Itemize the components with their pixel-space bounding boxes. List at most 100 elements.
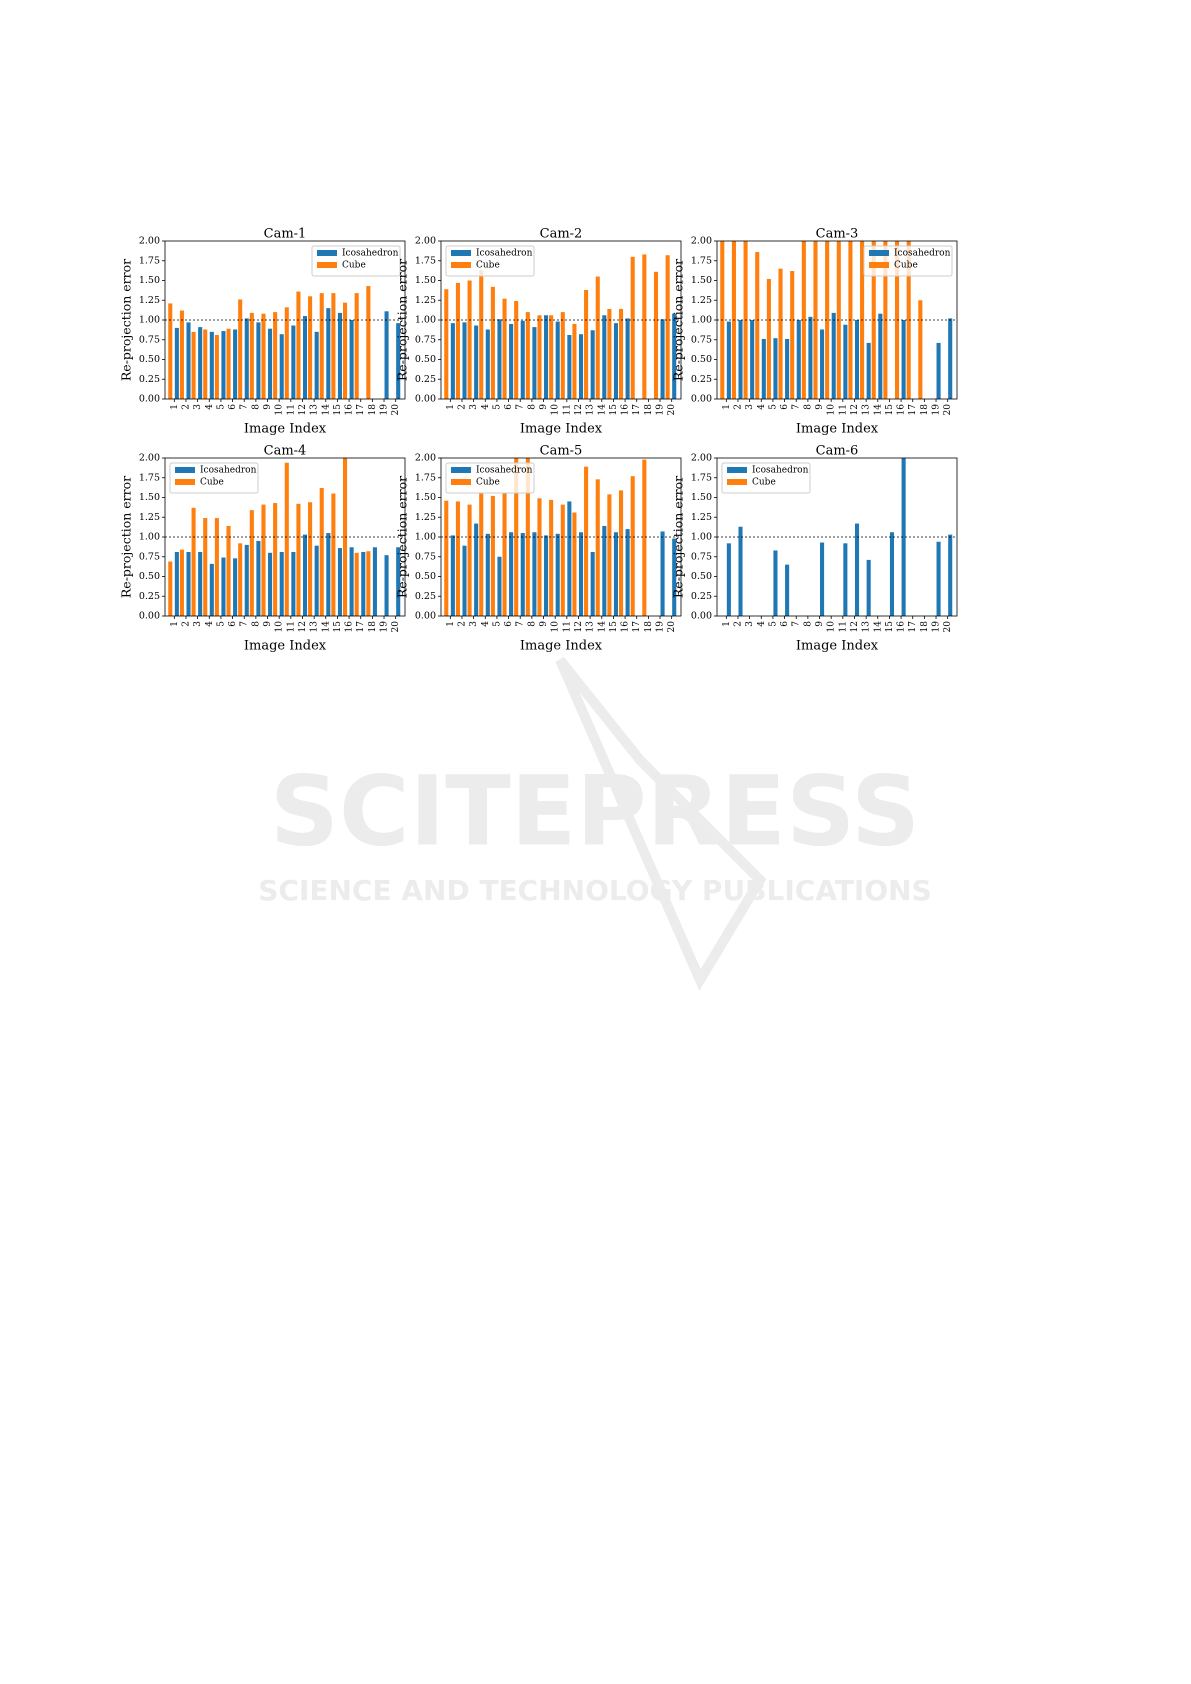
subplot: 0.000.250.500.751.001.251.501.752.001 2 3 4…: [395, 444, 682, 654]
bar: [455, 282, 460, 399]
y-tick-label: 0.75: [691, 334, 712, 345]
bar: [467, 280, 472, 399]
bar: [319, 488, 324, 616]
y-tick-label: 0.00: [139, 611, 160, 622]
x-tick-label: 18: [644, 404, 654, 416]
x-tick-label: 9: [539, 404, 549, 410]
bar: [273, 312, 278, 399]
x-tick-label: 20: [943, 404, 953, 416]
watermark-title: SCITEPRESS: [270, 755, 920, 867]
y-axis-label: Re-projection error: [119, 259, 134, 381]
bar: [672, 313, 677, 399]
x-tick-label: 5: [216, 404, 226, 410]
x-tick-label: 13: [310, 404, 320, 416]
bar: [349, 547, 354, 616]
x-tick-label: 12: [850, 621, 860, 632]
bar: [226, 525, 231, 616]
bar: [726, 321, 731, 399]
bar: [349, 320, 354, 399]
x-axis-label: Image Index: [244, 422, 327, 437]
bar: [198, 327, 203, 399]
x-tick-label: 17: [632, 404, 642, 416]
bar: [168, 303, 173, 399]
x-tick-label: 13: [862, 621, 872, 633]
bar: [474, 325, 479, 399]
legend-swatch: [869, 250, 889, 256]
y-tick-label: 1.00: [415, 315, 436, 326]
x-tick-label: 7: [516, 621, 526, 627]
bar: [514, 458, 519, 616]
x-tick-label: 6: [780, 621, 790, 627]
bar: [595, 276, 600, 399]
bar: [502, 493, 507, 616]
y-tick-label: 0.75: [139, 551, 160, 562]
x-tick-label: 8: [251, 621, 261, 627]
bar: [672, 538, 677, 616]
y-tick-label: 1.25: [691, 512, 712, 523]
legend-swatch: [451, 467, 471, 473]
x-tick-label: 18: [920, 404, 930, 416]
x-tick-label: 3: [469, 621, 479, 627]
legend-swatch: [727, 479, 747, 485]
x-tick-label: 5: [492, 621, 502, 627]
y-tick-label: 2.00: [415, 236, 436, 247]
bar: [268, 552, 273, 616]
x-tick-label: 7: [240, 621, 250, 627]
bar: [578, 532, 584, 616]
bar: [485, 533, 490, 616]
bar: [256, 540, 261, 616]
legend-label: Icosahedron: [894, 249, 951, 259]
bar: [785, 338, 790, 399]
x-tick-label: 3: [745, 621, 755, 627]
bar: [302, 534, 308, 616]
y-tick-label: 1.25: [139, 295, 160, 306]
bar: [642, 459, 647, 616]
x-tick-label: 10: [275, 621, 285, 633]
bar: [602, 315, 607, 399]
bar: [602, 525, 607, 616]
y-tick-label: 1.50: [691, 492, 712, 503]
bar: [174, 327, 179, 399]
legend-label: Cube: [752, 478, 776, 488]
x-tick-label: 18: [644, 621, 654, 633]
x-tick-label: 14: [597, 404, 607, 416]
y-tick-label: 2.00: [691, 236, 712, 247]
x-tick-label: 15: [885, 621, 895, 633]
x-tick-label: 3: [193, 404, 203, 410]
bar: [854, 320, 860, 399]
bar: [319, 293, 324, 399]
x-tick-label: 7: [792, 621, 802, 627]
legend-label: Icosahedron: [752, 466, 809, 476]
x-tick-label: 1: [170, 621, 180, 627]
x-tick-label: 15: [609, 621, 619, 633]
chart-title: Cam-4: [264, 444, 307, 459]
bar: [302, 316, 308, 399]
y-axis-label: Re-projection error: [119, 476, 134, 598]
bar: [233, 329, 238, 399]
y-tick-label: 1.75: [415, 255, 436, 266]
bar: [532, 532, 537, 616]
y-tick-label: 1.50: [139, 275, 160, 286]
bar: [567, 335, 572, 399]
bar: [479, 493, 484, 616]
x-tick-label: 16: [621, 621, 631, 633]
x-tick-label: 9: [815, 621, 825, 627]
x-tick-label: 8: [251, 404, 261, 410]
x-tick-label: 6: [228, 621, 238, 627]
y-tick-label: 0.00: [415, 394, 436, 405]
bar: [825, 241, 830, 399]
bar: [296, 291, 301, 399]
bar: [537, 315, 542, 399]
bar: [532, 327, 537, 399]
bar: [462, 322, 467, 399]
x-tick-label: 8: [527, 621, 537, 627]
bar: [261, 504, 266, 616]
x-tick-label: 4: [757, 621, 767, 627]
bar: [396, 547, 401, 616]
y-tick-label: 0.25: [415, 591, 436, 602]
bar: [191, 331, 196, 399]
y-tick-label: 0.25: [691, 591, 712, 602]
bar: [256, 322, 261, 399]
x-tick-label: 20: [391, 404, 401, 416]
x-axis-label: Image Index: [520, 639, 603, 654]
